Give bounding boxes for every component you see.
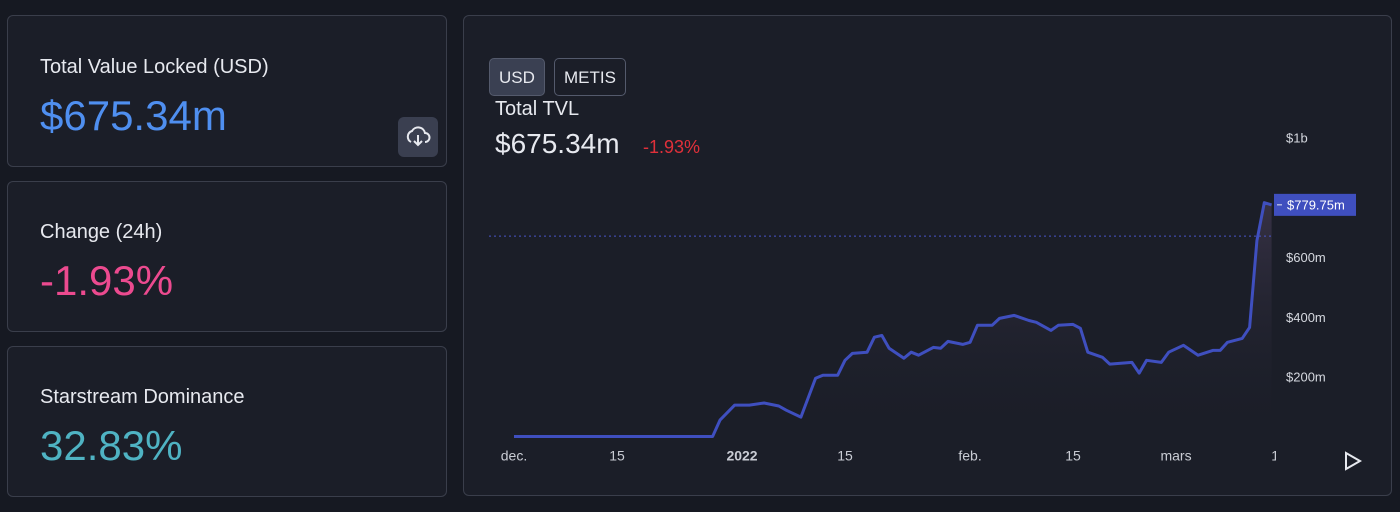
change-card: Change (24h) -1.93% xyxy=(7,181,447,332)
last-value-label: $779.75m xyxy=(1287,197,1345,212)
download-icon xyxy=(406,126,431,147)
card-value: -1.93% xyxy=(40,257,174,304)
x-tick-label: 15 xyxy=(837,448,853,464)
metis-button[interactable]: METIS xyxy=(554,58,626,96)
card-value: $675.34m xyxy=(40,92,227,139)
line xyxy=(514,201,1273,438)
x-tick-label: feb. xyxy=(958,448,981,464)
dominance-card: Starstream Dominance 32.83% xyxy=(7,346,447,497)
x-tick-label: dec. xyxy=(501,448,527,464)
play-button[interactable] xyxy=(1345,451,1363,471)
last-value-badge xyxy=(1274,193,1356,216)
x-tick-label: 2022 xyxy=(726,448,757,464)
area xyxy=(514,202,1272,438)
panel-change: -1.93% xyxy=(643,137,701,157)
y-tick-label: $1b xyxy=(1286,130,1308,145)
x-tick-label: 15 xyxy=(1271,448,1287,464)
panel-title: Total TVL xyxy=(495,98,580,120)
card-value: 32.83% xyxy=(40,422,183,469)
usd-button[interactable]: USD xyxy=(489,58,545,96)
panel-value: $675.34m xyxy=(495,128,620,159)
card-label: Total Value Locked (USD) xyxy=(40,56,269,78)
x-axis: dec. 15 2022 15 feb. 15 mars 15 xyxy=(501,448,1287,464)
x-tick-label: 15 xyxy=(609,448,625,464)
y-tick-label: $200m xyxy=(1286,370,1326,385)
x-tick-label: mars xyxy=(1160,448,1191,464)
tvl-card: Total Value Locked (USD) $675.34m xyxy=(7,15,447,167)
download-button[interactable] xyxy=(398,117,438,157)
y-tick-label: $600m xyxy=(1286,250,1326,265)
card-label: Starstream Dominance xyxy=(40,386,245,408)
card-label: Change (24h) xyxy=(40,221,163,243)
y-tick-label: $400m xyxy=(1286,310,1326,325)
x-tick-label: 15 xyxy=(1065,448,1081,464)
